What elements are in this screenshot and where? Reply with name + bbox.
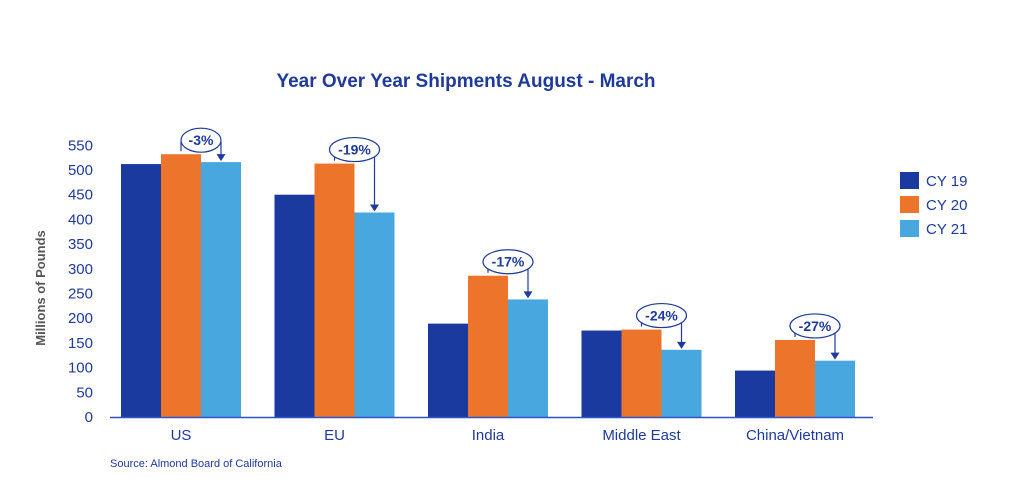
- bar-cy20-india: [468, 275, 508, 417]
- bar-cy19-china-vietnam: [735, 370, 775, 417]
- annotation-label: -3%: [189, 132, 214, 148]
- annotation-arrow: [216, 154, 226, 162]
- legend-label: CY 19: [926, 173, 967, 190]
- legend-label: CY 20: [926, 197, 967, 214]
- bar-cy21-eu: [354, 212, 395, 417]
- annotation-ellipse: [482, 249, 534, 275]
- bars-group: [121, 154, 855, 417]
- x-tick-label: India: [472, 427, 505, 444]
- y-tick-label: 450: [68, 187, 93, 204]
- legend-item: CY 20: [900, 196, 967, 214]
- annotation-4: -27%: [789, 313, 841, 360]
- y-tick-label: 50: [76, 384, 93, 401]
- y-axis: 0 50 100 150 200 250 300 350 400 450 500 550: [68, 137, 93, 426]
- y-tick-label: 0: [85, 409, 93, 426]
- bar-cy20-eu: [314, 163, 355, 417]
- annotation-arrow: [370, 204, 379, 212]
- annotation-arrow: [677, 341, 686, 349]
- chart-title: Year Over Year Shipments August - March: [276, 71, 655, 92]
- bar-cy21-india: [508, 299, 548, 417]
- bar-cy19-middle-east: [581, 330, 622, 417]
- x-tick-label: US: [171, 427, 192, 444]
- y-tick-label: 200: [68, 310, 93, 327]
- legend-swatch: [900, 220, 919, 237]
- annotation-arrow: [830, 352, 840, 360]
- y-tick-label: 500: [68, 162, 93, 179]
- legend-label: CY 21: [926, 221, 967, 238]
- annotation-1: -19%: [328, 136, 381, 212]
- x-tick-label: EU: [324, 427, 345, 444]
- bar-cy20-china-vietnam: [775, 339, 815, 417]
- annotation-arrow: [523, 291, 533, 299]
- bar-cy19-eu: [274, 194, 315, 417]
- y-tick-label: 250: [68, 286, 93, 303]
- source-note: Source: Almond Board of California: [110, 458, 283, 470]
- bar-cy19-us: [121, 164, 161, 417]
- annotations-group: -3% -19% -17% -24% -27%: [180, 127, 841, 360]
- legend-swatch: [900, 196, 919, 213]
- y-axis-label: Millions of Pounds: [33, 230, 48, 346]
- y-tick-label: 300: [68, 261, 93, 278]
- bar-cy19-india: [428, 323, 468, 417]
- annotation-3: -24%: [635, 302, 688, 349]
- y-tick-label: 550: [68, 137, 93, 154]
- legend-item: CY 21: [900, 220, 967, 238]
- bar-cy21-middle-east: [661, 349, 702, 417]
- y-tick-label: 350: [68, 236, 93, 253]
- annotation-2: -17%: [482, 249, 534, 299]
- annotation-label: -19%: [338, 142, 371, 158]
- annotation-label: -24%: [645, 308, 678, 324]
- y-tick-label: 100: [68, 360, 93, 377]
- annotation-ellipse: [180, 127, 222, 153]
- bar-cy21-us: [201, 162, 241, 417]
- legend: CY 19 CY 20 CY 21: [900, 172, 967, 238]
- bar-cy20-us: [161, 154, 201, 417]
- y-tick-label: 400: [68, 211, 93, 228]
- legend-swatch: [900, 172, 919, 189]
- annotation-ellipse: [635, 302, 688, 329]
- annotation-0: -3%: [180, 127, 226, 162]
- y-tick-label: 150: [68, 335, 93, 352]
- annotation-label: -17%: [492, 254, 525, 270]
- x-tick-label: China/Vietnam: [746, 427, 844, 444]
- annotation-ellipse: [789, 313, 841, 339]
- bar-cy21-china-vietnam: [815, 360, 855, 417]
- annotation-label: -27%: [799, 318, 832, 334]
- bar-cy20-middle-east: [621, 329, 662, 417]
- legend-item: CY 19: [900, 172, 967, 190]
- x-tick-label: Middle East: [602, 427, 681, 444]
- annotation-ellipse: [328, 136, 381, 163]
- x-axis: US EU India Middle East China/Vietnam: [110, 416, 873, 444]
